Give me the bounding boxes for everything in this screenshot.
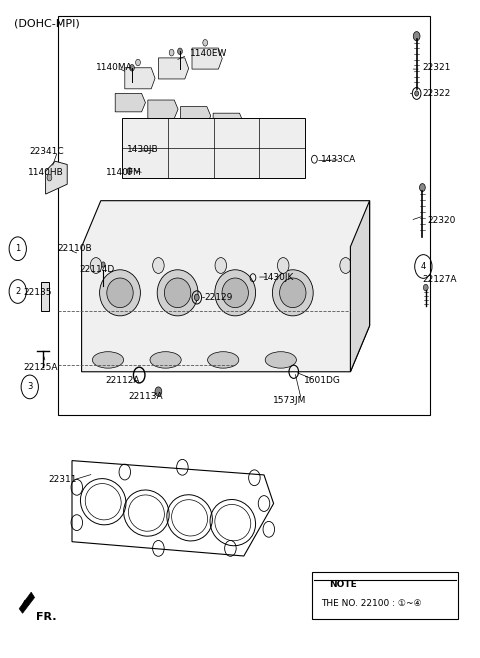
Ellipse shape bbox=[215, 270, 255, 316]
Polygon shape bbox=[213, 113, 243, 132]
Text: 22320: 22320 bbox=[427, 216, 456, 225]
Polygon shape bbox=[158, 58, 189, 79]
Ellipse shape bbox=[222, 278, 249, 308]
Text: 1140HB: 1140HB bbox=[28, 168, 63, 177]
Circle shape bbox=[423, 284, 428, 291]
Bar bbox=[41, 282, 49, 311]
Text: 22311: 22311 bbox=[48, 474, 76, 484]
Circle shape bbox=[127, 168, 132, 174]
Text: 22341C: 22341C bbox=[30, 147, 64, 156]
Text: 22125A: 22125A bbox=[23, 363, 58, 372]
Circle shape bbox=[130, 64, 134, 71]
Ellipse shape bbox=[207, 351, 239, 368]
Text: 22322: 22322 bbox=[422, 89, 451, 98]
Circle shape bbox=[340, 257, 351, 274]
Ellipse shape bbox=[150, 351, 181, 368]
Ellipse shape bbox=[107, 278, 133, 308]
Text: 1140FM: 1140FM bbox=[106, 168, 141, 177]
Text: 1140EW: 1140EW bbox=[190, 49, 227, 59]
Circle shape bbox=[203, 39, 208, 46]
Text: 22110B: 22110B bbox=[58, 244, 92, 253]
Ellipse shape bbox=[279, 278, 306, 308]
Text: 1430JB: 1430JB bbox=[127, 145, 159, 154]
Text: 4: 4 bbox=[421, 262, 426, 271]
Text: 3: 3 bbox=[27, 382, 33, 392]
Polygon shape bbox=[192, 48, 222, 69]
Text: 22321: 22321 bbox=[422, 63, 451, 72]
Text: 22112A: 22112A bbox=[106, 376, 140, 385]
Circle shape bbox=[136, 59, 141, 66]
Circle shape bbox=[155, 387, 162, 396]
Text: 1601DG: 1601DG bbox=[304, 376, 341, 385]
Circle shape bbox=[415, 91, 419, 96]
Text: 22135: 22135 bbox=[23, 288, 51, 297]
Text: 1140MA: 1140MA bbox=[96, 63, 133, 72]
Ellipse shape bbox=[273, 270, 313, 316]
Text: 1430JK: 1430JK bbox=[263, 273, 294, 282]
Ellipse shape bbox=[265, 351, 296, 368]
Text: 1433CA: 1433CA bbox=[321, 155, 356, 164]
Ellipse shape bbox=[157, 270, 198, 316]
Polygon shape bbox=[115, 93, 145, 112]
Circle shape bbox=[101, 262, 105, 267]
Text: 22114D: 22114D bbox=[79, 265, 114, 274]
Circle shape bbox=[90, 257, 102, 274]
Circle shape bbox=[194, 294, 199, 301]
Text: 22129: 22129 bbox=[204, 293, 232, 302]
Circle shape bbox=[153, 257, 164, 274]
Bar bbox=[58, 16, 430, 415]
Circle shape bbox=[178, 48, 182, 55]
Ellipse shape bbox=[100, 270, 140, 316]
Text: THE NO. 22100 : ①~④: THE NO. 22100 : ①~④ bbox=[321, 599, 421, 608]
Text: (DOHC-MPI): (DOHC-MPI) bbox=[14, 18, 80, 28]
Polygon shape bbox=[82, 201, 370, 372]
Text: 22113A: 22113A bbox=[129, 392, 163, 401]
Circle shape bbox=[215, 257, 227, 274]
Polygon shape bbox=[46, 161, 67, 194]
Circle shape bbox=[47, 174, 52, 181]
Polygon shape bbox=[148, 100, 178, 118]
Text: 1573JM: 1573JM bbox=[273, 395, 306, 405]
Circle shape bbox=[277, 257, 289, 274]
Polygon shape bbox=[19, 592, 35, 613]
Circle shape bbox=[413, 32, 420, 41]
Text: 1: 1 bbox=[15, 244, 20, 253]
Polygon shape bbox=[125, 68, 155, 89]
FancyBboxPatch shape bbox=[312, 572, 458, 619]
Ellipse shape bbox=[92, 351, 124, 368]
Ellipse shape bbox=[164, 278, 191, 308]
Text: FR.: FR. bbox=[36, 612, 57, 622]
Circle shape bbox=[169, 49, 174, 56]
Polygon shape bbox=[350, 201, 370, 372]
Bar bbox=[122, 118, 305, 178]
Text: NOTE: NOTE bbox=[329, 580, 357, 589]
Circle shape bbox=[420, 184, 425, 191]
Polygon shape bbox=[180, 107, 211, 125]
Text: 22127A: 22127A bbox=[422, 275, 457, 284]
Text: 2: 2 bbox=[15, 287, 20, 296]
